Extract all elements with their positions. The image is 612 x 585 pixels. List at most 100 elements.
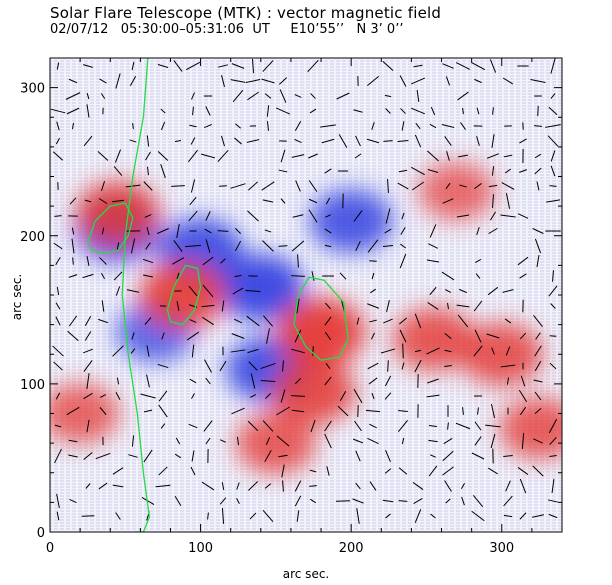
field-vector [173, 240, 183, 252]
field-vector [414, 313, 422, 329]
field-vector [548, 285, 558, 297]
field-vector [353, 210, 363, 222]
field-vector [457, 314, 469, 328]
field-vector [219, 360, 227, 372]
field-vector [230, 79, 246, 83]
field-vector [416, 89, 420, 103]
field-vector [54, 424, 62, 428]
negative-polarity-region [217, 254, 304, 321]
field-vector [550, 303, 556, 309]
field-vector [86, 92, 90, 100]
field-vector [83, 135, 93, 147]
field-vector [291, 395, 305, 397]
field-vector [519, 512, 527, 520]
field-vector [141, 497, 155, 505]
field-vector [221, 135, 225, 147]
field-vector [250, 373, 256, 389]
field-vector [385, 513, 391, 519]
field-vector [384, 228, 392, 234]
field-vector [54, 215, 62, 217]
field-vector [278, 245, 288, 247]
field-vector [442, 450, 454, 462]
field-vector [130, 238, 136, 254]
field-vector [231, 407, 245, 415]
field-vector [83, 360, 93, 372]
field-vector [536, 254, 540, 268]
field-vector [471, 452, 485, 460]
field-vector [506, 377, 510, 385]
field-vector [486, 153, 500, 159]
field-vector [490, 433, 496, 449]
field-vector [371, 122, 375, 130]
field-vector [492, 194, 494, 208]
field-vector [143, 449, 153, 463]
field-vector [246, 315, 260, 327]
field-vector [207, 512, 209, 520]
field-vector [248, 361, 258, 371]
field-vector [459, 288, 467, 294]
field-vector [369, 423, 377, 429]
field-vector [535, 332, 541, 340]
contour-line [166, 264, 202, 326]
field-vector [204, 228, 212, 234]
field-vector [146, 226, 150, 236]
field-vector [158, 404, 168, 418]
field-vector [488, 227, 498, 235]
positive-polarity-region [271, 358, 356, 424]
field-vector [308, 198, 318, 204]
field-vector [505, 480, 511, 492]
field-vector [325, 302, 331, 310]
field-vector [264, 393, 272, 399]
positive-polarity-region [235, 412, 316, 474]
field-vector [356, 508, 360, 524]
field-vector [116, 242, 120, 250]
field-vector [100, 93, 106, 99]
field-vector [279, 89, 287, 103]
field-vector [113, 166, 123, 176]
field-vector [185, 61, 201, 71]
field-vector [98, 318, 108, 324]
field-vector [371, 392, 375, 400]
field-vector [352, 438, 364, 444]
field-vector [491, 347, 495, 355]
field-vector [398, 467, 408, 475]
field-vector [83, 64, 93, 68]
field-vector [232, 89, 244, 103]
field-vector [442, 63, 454, 69]
field-vector [84, 315, 92, 327]
field-vector [189, 124, 197, 128]
field-vector [278, 454, 288, 458]
field-vector [185, 244, 201, 248]
field-vector [428, 465, 438, 477]
field-vector [474, 78, 482, 84]
positive-polarity-region [499, 397, 562, 460]
field-vector [548, 499, 558, 503]
field-vector [456, 214, 470, 218]
field-regions [50, 162, 562, 474]
field-vector [534, 153, 542, 159]
field-vector [144, 317, 152, 325]
positive-polarity-region [418, 162, 495, 221]
field-vector [489, 59, 497, 73]
field-vector [474, 436, 482, 446]
field-vector [549, 454, 557, 458]
field-vector [501, 182, 515, 190]
field-vector [192, 106, 194, 116]
field-vector [549, 362, 557, 370]
field-vector [131, 332, 135, 340]
field-vector [503, 154, 513, 158]
field-vector [488, 184, 498, 188]
field-vector [324, 228, 332, 234]
field-vector [56, 511, 60, 521]
field-vector [426, 259, 440, 263]
field-vector [486, 333, 500, 339]
field-vector [220, 258, 226, 264]
field-vector [221, 300, 225, 312]
field-vector [366, 75, 380, 87]
field-vector [549, 436, 557, 446]
field-vector [247, 91, 259, 101]
field-vector [115, 512, 121, 520]
observation-info: 02/07/12 05:30:00–05:31:06 UT E10’55’’ N… [50, 22, 404, 37]
field-vector [296, 510, 300, 522]
field-vector [161, 332, 165, 340]
